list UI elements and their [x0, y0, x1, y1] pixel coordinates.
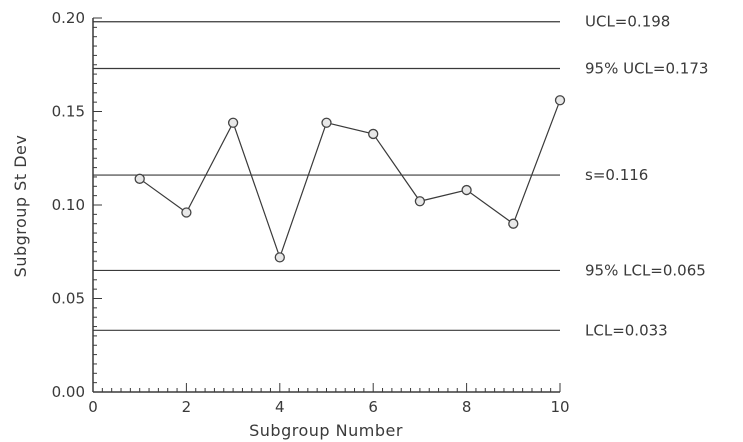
x-tick-label: 10: [550, 398, 569, 416]
y-axis-title: Subgroup St Dev: [11, 135, 30, 278]
axes: 0.00 0.05 0.10 0.15 0.20 0 2 4 6 8 10: [52, 9, 570, 416]
y-tick-label: 0.15: [52, 103, 85, 121]
data-point: [368, 128, 379, 140]
x-tick-label: 2: [182, 398, 192, 416]
data-point: [181, 207, 192, 218]
data-point: [508, 218, 519, 229]
y-tick-label: 0.00: [52, 383, 85, 401]
reference-lines: UCL=0.198 95% UCL=0.173 s=0.116 95% LCL=0.0…: [93, 13, 708, 339]
x-tick-label: 4: [275, 398, 285, 416]
reference-line-label: 95% UCL=0.173: [585, 59, 708, 77]
reference-line-label: s=0.116: [585, 166, 648, 184]
reference-line-label: 95% LCL=0.065: [585, 261, 706, 279]
data-point: [554, 95, 566, 106]
reference-line-label: UCL=0.198: [585, 13, 670, 31]
data-point: [134, 173, 145, 184]
data-point: [321, 117, 332, 128]
data-point: [227, 117, 239, 128]
x-tick-label: 6: [368, 398, 378, 416]
y-tick-label: 0.05: [52, 290, 85, 308]
data-point: [461, 184, 472, 196]
x-tick-label: 8: [462, 398, 472, 416]
data-point: [274, 252, 285, 263]
data-series: [134, 95, 566, 263]
data-point: [414, 196, 426, 207]
x-axis-title: Subgroup Number: [249, 421, 403, 440]
y-tick-label: 0.20: [52, 9, 85, 27]
x-tick-label: 0: [88, 398, 98, 416]
reference-line-label: LCL=0.033: [585, 321, 668, 339]
y-tick-label: 0.10: [52, 196, 85, 214]
series-line: [139, 100, 561, 260]
